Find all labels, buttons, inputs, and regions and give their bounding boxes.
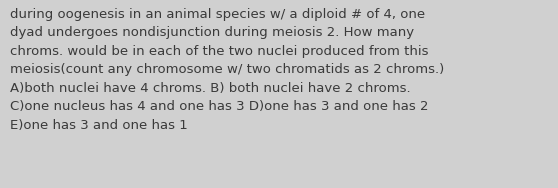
Text: during oogenesis in an animal species w/ a diploid # of 4, one
dyad undergoes no: during oogenesis in an animal species w/…: [10, 8, 444, 132]
